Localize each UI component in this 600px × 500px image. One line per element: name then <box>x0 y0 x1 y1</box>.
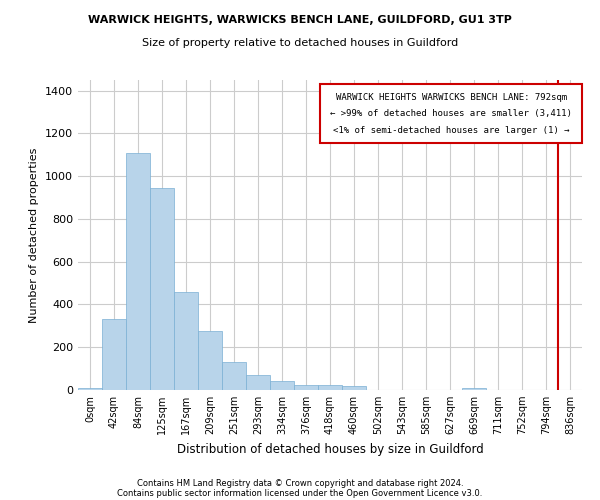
Bar <box>126 152 150 390</box>
Bar <box>294 384 318 390</box>
Bar <box>342 386 366 390</box>
FancyBboxPatch shape <box>320 84 582 143</box>
Bar <box>102 320 126 390</box>
Bar <box>318 384 342 390</box>
Bar <box>246 375 270 390</box>
Bar <box>78 388 102 390</box>
Bar <box>150 188 174 390</box>
Text: Contains public sector information licensed under the Open Government Licence v3: Contains public sector information licen… <box>118 488 482 498</box>
Text: ← >99% of detached houses are smaller (3,411): ← >99% of detached houses are smaller (3… <box>330 109 572 118</box>
Bar <box>462 388 486 390</box>
Bar <box>222 362 246 390</box>
Text: WARWICK HEIGHTS WARWICKS BENCH LANE: 792sqm: WARWICK HEIGHTS WARWICKS BENCH LANE: 792… <box>335 92 567 102</box>
Bar <box>174 292 198 390</box>
Bar <box>198 330 222 390</box>
X-axis label: Distribution of detached houses by size in Guildford: Distribution of detached houses by size … <box>176 442 484 456</box>
Text: <1% of semi-detached houses are larger (1) →: <1% of semi-detached houses are larger (… <box>333 126 569 134</box>
Text: Size of property relative to detached houses in Guildford: Size of property relative to detached ho… <box>142 38 458 48</box>
Text: Contains HM Land Registry data © Crown copyright and database right 2024.: Contains HM Land Registry data © Crown c… <box>137 478 463 488</box>
Bar <box>270 382 294 390</box>
Text: WARWICK HEIGHTS, WARWICKS BENCH LANE, GUILDFORD, GU1 3TP: WARWICK HEIGHTS, WARWICKS BENCH LANE, GU… <box>88 15 512 25</box>
Y-axis label: Number of detached properties: Number of detached properties <box>29 148 40 322</box>
